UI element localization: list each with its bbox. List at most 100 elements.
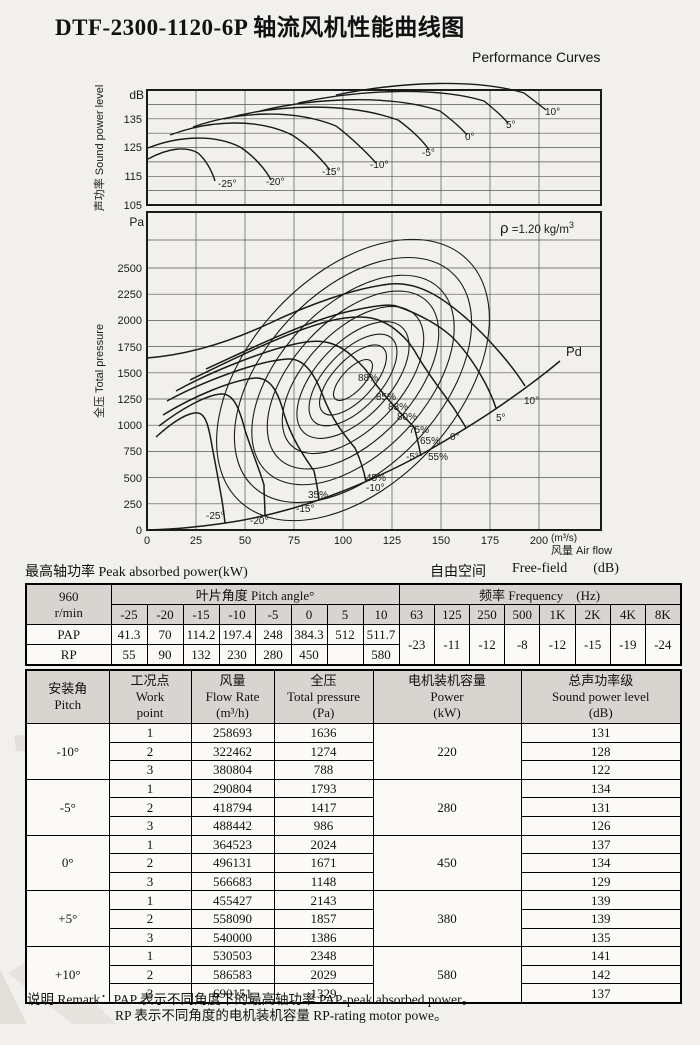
chart-label: 100 bbox=[334, 535, 352, 547]
table-cell: 248 bbox=[254, 624, 292, 645]
sound-power-level: 134 bbox=[520, 853, 682, 873]
free-field-value: -8 bbox=[504, 624, 541, 666]
sound-power-level: 135 bbox=[520, 927, 682, 948]
total-pressure: 986 bbox=[273, 815, 374, 836]
free-field-caption: 自由空间 Free-field (dB) bbox=[430, 561, 619, 581]
chart-label: 75% bbox=[409, 425, 429, 436]
chart-label: 105 bbox=[124, 200, 142, 212]
sound-power-axis-label: 声功率 Sound power level bbox=[92, 85, 106, 212]
flow-axis-label: 风量 Air flow bbox=[551, 544, 612, 557]
total-pressure: 1417 bbox=[273, 797, 374, 817]
chart-label: 2250 bbox=[118, 289, 142, 301]
chart-label: 10° bbox=[524, 396, 539, 407]
work-point: 2 bbox=[108, 741, 192, 762]
free-field-value: -12 bbox=[468, 624, 506, 666]
chart-label: 750 bbox=[124, 446, 142, 458]
column-header: 0 bbox=[290, 604, 328, 625]
chart-label: -15° bbox=[296, 504, 314, 515]
flow-unit-label: (m³/s) bbox=[551, 533, 577, 544]
chart-label: 1750 bbox=[118, 342, 142, 354]
contour-35 bbox=[216, 238, 490, 522]
datasheet-page: { "title": "DTF-2300-1120-6P 轴流风机性能曲线图",… bbox=[0, 15, 682, 1045]
flow-rate: 290804 bbox=[190, 778, 275, 799]
performance-table: 安装角 Pitch 工况点 Work point 风量 Flow Rate (m³/h) 全压 T… bbox=[25, 669, 682, 1004]
column-header: 工况点 Work point bbox=[108, 669, 192, 724]
flow-rate: 455427 bbox=[190, 890, 275, 910]
total-pressure: 2024 bbox=[273, 834, 374, 855]
column-header: 8K bbox=[644, 604, 682, 625]
curve-10 bbox=[146, 282, 526, 387]
chart-label: 35% bbox=[308, 490, 328, 501]
chart-label: 115 bbox=[124, 171, 142, 183]
table-cell: 230 bbox=[218, 644, 256, 666]
total-pressure: 1857 bbox=[273, 908, 374, 929]
sound-power-level: 134 bbox=[520, 778, 682, 799]
contour-75 bbox=[281, 305, 425, 455]
free-field-value: -23 bbox=[398, 624, 435, 666]
contour-45 bbox=[233, 256, 473, 504]
curve-5 bbox=[297, 90, 509, 124]
db-unit-label: dB bbox=[129, 88, 144, 102]
grid-lines bbox=[147, 90, 601, 205]
column-header: 2K bbox=[574, 604, 611, 625]
table-cell: 280 bbox=[254, 644, 292, 666]
work-point: 1 bbox=[108, 946, 192, 966]
chart-label: 1250 bbox=[118, 394, 142, 406]
column-header: 全压 Total pressure (Pa) bbox=[273, 669, 374, 724]
chart-label: 250 bbox=[124, 499, 142, 511]
curve-minus20 bbox=[147, 137, 272, 181]
table-cell: 450 bbox=[290, 644, 328, 666]
free-field-value: -24 bbox=[644, 624, 682, 666]
chart-label: -5° bbox=[422, 148, 435, 159]
sound-power-chart: -25° -20°-15°-10°-5°0°5°10° 135125115105 … bbox=[92, 82, 602, 212]
flow-rate: 530503 bbox=[190, 946, 275, 966]
table-cell: 511.7 bbox=[362, 624, 400, 645]
chart-label: 83% bbox=[388, 402, 408, 413]
column-header: 10 bbox=[362, 604, 400, 625]
contour-80 bbox=[296, 321, 410, 439]
flow-rate: 418794 bbox=[190, 797, 275, 817]
work-point: 1 bbox=[108, 778, 192, 799]
column-header: 125 bbox=[433, 604, 470, 625]
column-header: 1K bbox=[539, 604, 576, 625]
total-pressure-chart: 88% 85%83%80% 75%65% 55% 45% 35% -25° -20° -15°… bbox=[92, 211, 612, 557]
work-point: 2 bbox=[108, 797, 192, 817]
pitch-value: +10° bbox=[25, 946, 110, 1004]
flow-rate: 558090 bbox=[190, 908, 275, 929]
plot-border bbox=[146, 211, 602, 531]
contour-83 bbox=[308, 333, 398, 427]
flow-rate: 380804 bbox=[190, 760, 275, 780]
curve-minus20 bbox=[158, 393, 266, 517]
chart-label: 175 bbox=[481, 535, 499, 547]
sound-power-curves bbox=[147, 82, 547, 182]
free-field-value: -11 bbox=[433, 624, 470, 666]
row-label: PAP bbox=[25, 624, 112, 645]
chart-label: 2000 bbox=[118, 315, 142, 327]
table-cell: 55 bbox=[110, 644, 148, 666]
chart-label: 5° bbox=[496, 413, 506, 424]
sound-power-level: 131 bbox=[520, 797, 682, 817]
flow-rate: 690151 bbox=[190, 983, 275, 1004]
free-field-value: -12 bbox=[539, 624, 576, 666]
free-field-cn: 自由空间 bbox=[430, 565, 486, 580]
sound-power-level: 139 bbox=[520, 890, 682, 910]
sound-power-level: 137 bbox=[520, 983, 682, 1004]
free-field-value: -19 bbox=[609, 624, 646, 666]
chart-label: 25 bbox=[190, 535, 202, 547]
efficiency-labels: 88% 85%83%80% 75%65% 55% 45% 35% bbox=[308, 373, 448, 501]
table-cell: 41.3 bbox=[110, 624, 148, 645]
work-point: 2 bbox=[108, 853, 192, 873]
sound-power-level: 131 bbox=[520, 723, 682, 743]
chart-label: -20° bbox=[266, 177, 284, 188]
table-cell: 384.3 bbox=[290, 624, 328, 645]
curve-minus15 bbox=[162, 377, 320, 501]
work-point: 3 bbox=[108, 760, 192, 780]
contour-85 bbox=[319, 344, 387, 416]
pd-label: Pd bbox=[566, 344, 582, 359]
chart-label: 45% bbox=[366, 473, 386, 484]
chart-label: 2500 bbox=[118, 263, 142, 275]
chart-label: -20° bbox=[250, 516, 268, 527]
column-header: -20 bbox=[146, 604, 184, 625]
flow-rate: 540000 bbox=[190, 927, 275, 948]
motor-power: 280 bbox=[372, 778, 522, 836]
